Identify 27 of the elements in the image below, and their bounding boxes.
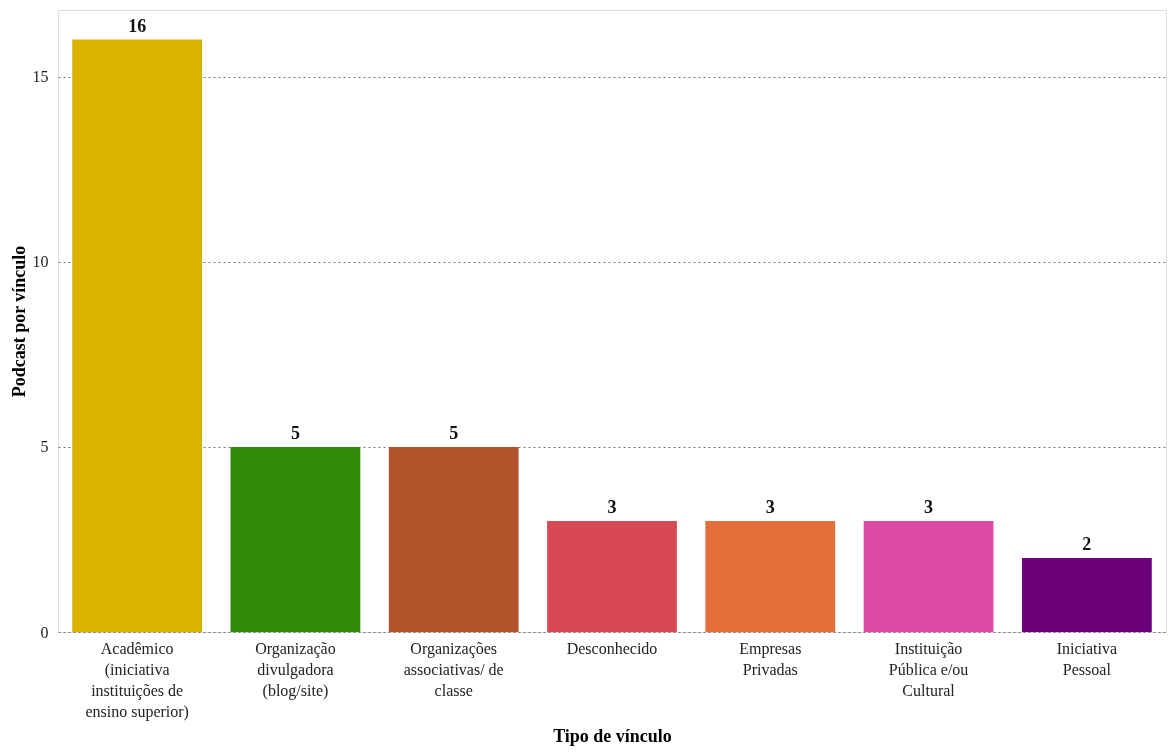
bar xyxy=(1021,557,1152,632)
data-label: 16 xyxy=(128,15,147,36)
bar xyxy=(230,446,361,632)
data-label: 5 xyxy=(449,422,459,443)
x-tick-label: Iniciativa Pessoal xyxy=(1056,639,1118,678)
data-label: 5 xyxy=(290,422,300,443)
data-label: 3 xyxy=(607,496,617,517)
bar xyxy=(705,520,836,632)
y-tick-label: 15 xyxy=(32,68,49,86)
y-tick-label: 0 xyxy=(40,623,49,641)
x-axis-title: Tipo de vínculo xyxy=(553,725,672,746)
x-tick-label: Organização divulgadora (blog/site) xyxy=(255,639,336,700)
bar xyxy=(72,39,203,632)
y-tick-label: 10 xyxy=(32,253,49,271)
x-tick-label: Desconhecido xyxy=(566,639,658,657)
y-tick-label: 5 xyxy=(40,438,49,456)
data-label: 3 xyxy=(924,496,934,517)
x-tick-label: Acadêmico (iniciativa instituições de ensino superior) xyxy=(85,639,189,721)
data-label: 2 xyxy=(1082,533,1092,554)
y-axis-title: Podcast por vínculo xyxy=(8,245,29,398)
x-tick-label: Organizações associativas/ de classe xyxy=(403,639,504,699)
x-tick-label: Empresas Privadas xyxy=(739,639,802,678)
bar xyxy=(863,520,994,632)
data-label: 3 xyxy=(765,496,775,517)
x-tick-label: Instituição Pública e/ou Cultural xyxy=(888,639,969,699)
bar xyxy=(388,446,519,632)
bar xyxy=(547,520,677,632)
